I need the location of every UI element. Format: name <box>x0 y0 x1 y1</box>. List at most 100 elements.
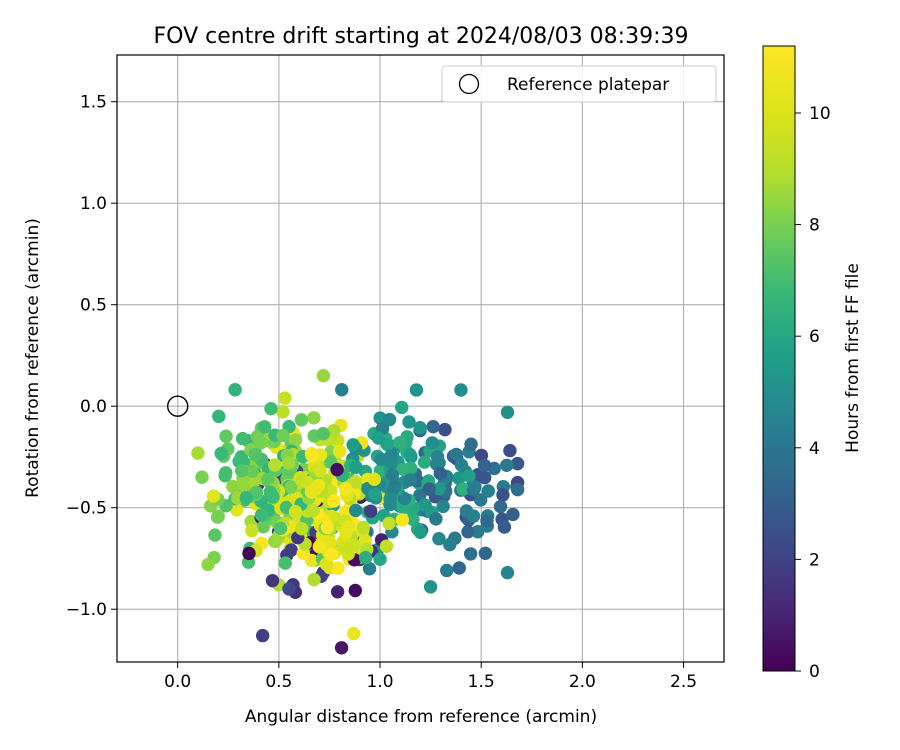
data-point <box>368 487 382 502</box>
data-point <box>496 488 510 502</box>
y-tick-label: −1.0 <box>66 600 107 620</box>
data-point <box>387 479 402 494</box>
colorbar-tick-label: 10 <box>809 104 831 124</box>
data-points <box>191 369 525 655</box>
colorbar-tick-label: 6 <box>809 327 820 347</box>
colorbar-tick-label: 4 <box>809 439 820 459</box>
data-point <box>255 628 270 643</box>
data-point <box>500 565 515 580</box>
data-point <box>477 458 492 473</box>
data-point <box>331 561 345 575</box>
data-point <box>316 369 331 383</box>
data-point <box>295 522 309 536</box>
data-point <box>245 523 259 538</box>
data-point <box>423 580 438 594</box>
data-point <box>454 383 468 397</box>
data-point <box>330 462 344 477</box>
data-point <box>395 513 409 527</box>
data-point <box>493 499 508 514</box>
data-point <box>294 413 309 427</box>
data-point <box>288 433 303 447</box>
data-point <box>346 438 360 452</box>
data-point <box>404 461 418 475</box>
data-point <box>327 494 341 508</box>
data-point <box>500 458 514 472</box>
data-point <box>478 546 493 560</box>
data-point <box>265 573 280 588</box>
data-point <box>443 537 457 552</box>
data-point <box>250 429 265 444</box>
data-point <box>382 516 396 531</box>
data-point <box>235 463 249 478</box>
data-point <box>341 520 355 535</box>
data-point <box>264 401 278 416</box>
data-point <box>226 479 240 494</box>
plot-frame <box>116 54 725 663</box>
data-point <box>481 484 496 498</box>
data-point <box>230 503 244 517</box>
data-point <box>276 405 290 419</box>
data-point <box>358 550 373 565</box>
data-point <box>282 582 296 596</box>
data-point <box>438 422 452 437</box>
data-point <box>461 525 475 539</box>
colorbar-ticks: 0 2 4 6 8 10 <box>795 104 831 682</box>
y-axis-ticks: −1.0 −0.5 0.0 0.5 1.0 1.5 <box>66 93 117 620</box>
data-point <box>356 520 371 535</box>
data-point <box>236 477 250 492</box>
y-tick-label: 0.0 <box>80 397 107 417</box>
data-point <box>347 626 361 641</box>
data-point <box>338 482 353 496</box>
data-point <box>379 539 394 553</box>
data-point <box>397 491 412 506</box>
data-point <box>363 504 378 518</box>
grid-lines <box>117 55 724 662</box>
data-point <box>432 532 446 546</box>
data-point <box>422 482 436 496</box>
data-point <box>348 475 363 489</box>
data-point <box>327 424 341 438</box>
data-point <box>307 572 321 587</box>
data-point <box>474 493 488 507</box>
y-axis-label: Rotation from reference (arcmin) <box>23 218 43 498</box>
data-point <box>248 447 262 462</box>
data-point <box>468 480 482 494</box>
data-point <box>284 543 298 557</box>
data-point <box>210 510 225 524</box>
data-point <box>281 456 296 470</box>
data-point <box>371 431 386 445</box>
data-point <box>417 455 432 469</box>
data-point <box>278 391 292 405</box>
data-point <box>191 446 205 460</box>
data-point <box>348 583 362 598</box>
data-point <box>500 405 515 419</box>
data-point <box>466 509 481 523</box>
data-point <box>433 466 448 481</box>
data-point <box>261 472 275 487</box>
data-point <box>320 520 335 535</box>
data-point <box>480 514 494 528</box>
data-point <box>409 383 424 397</box>
x-tick-label: 0.5 <box>265 672 292 692</box>
data-point <box>330 585 345 599</box>
data-point <box>436 499 450 514</box>
data-point <box>349 503 363 518</box>
data-point <box>452 471 466 485</box>
colorbar-label: Hours from first FF file <box>843 263 863 453</box>
data-point <box>395 400 409 415</box>
data-point <box>245 464 259 478</box>
data-point <box>362 562 377 576</box>
data-point <box>306 503 320 518</box>
data-point <box>429 512 443 526</box>
data-point <box>334 641 349 655</box>
colorbar-tick-label: 8 <box>809 216 820 236</box>
data-point <box>288 505 303 519</box>
data-point <box>249 485 264 499</box>
data-point <box>212 409 226 424</box>
data-point <box>332 444 347 458</box>
data-point <box>413 525 428 539</box>
data-point <box>426 419 440 434</box>
data-point <box>464 437 478 451</box>
data-point <box>430 450 445 464</box>
data-point <box>510 482 525 497</box>
